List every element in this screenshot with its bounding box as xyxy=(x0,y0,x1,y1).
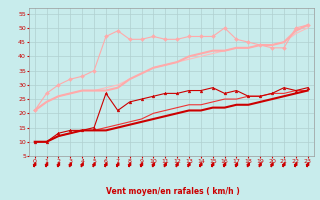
Text: Vent moyen/en rafales ( km/h ): Vent moyen/en rafales ( km/h ) xyxy=(106,187,240,196)
